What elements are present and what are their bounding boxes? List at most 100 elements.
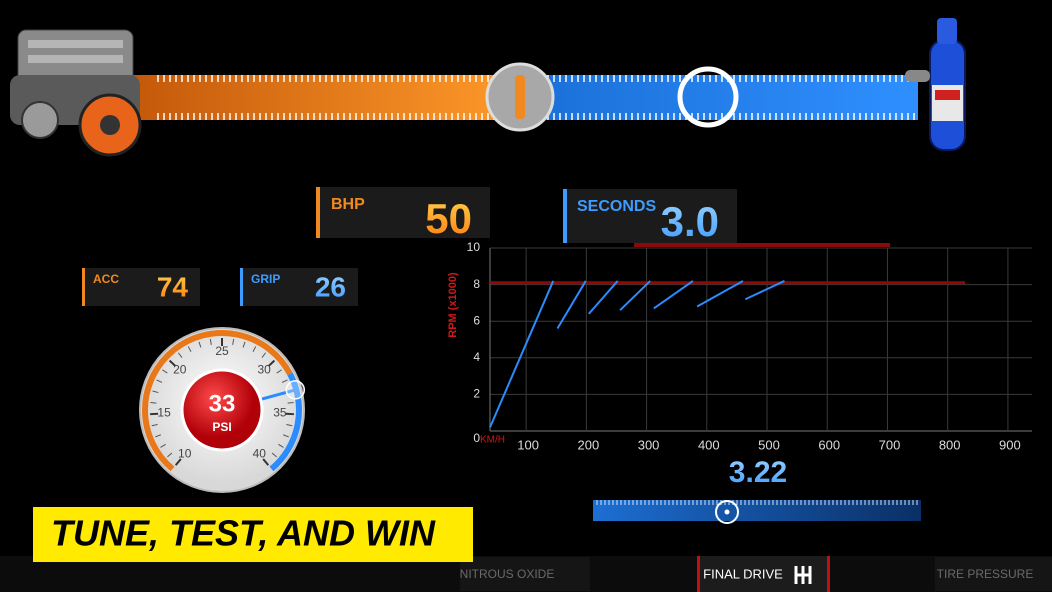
- rpm-chart: 0 2 4 6 8 10 100 200 300 400 500 600 700 800 900 KM/H RP…: [447, 240, 1032, 452]
- y-tick-label: 8: [473, 277, 480, 291]
- gauge-minor-tick: [187, 346, 192, 352]
- gauge-minor-tick: [281, 379, 288, 383]
- banner: [33, 507, 473, 562]
- gauge-value: 33: [209, 390, 236, 417]
- gauge-arc: [269, 372, 302, 472]
- gear-line: [556, 280, 587, 330]
- gauge-tick: [262, 458, 270, 466]
- grip-box: GRIP 26: [240, 268, 358, 306]
- x-tick-label: 200: [578, 437, 600, 452]
- gear-line: [588, 280, 619, 315]
- gauge-tick-label: 10: [178, 447, 192, 461]
- final-drive-slider[interactable]: [593, 500, 921, 521]
- gauge-minor-tick: [155, 434, 161, 438]
- final-drive-value: 3.22: [729, 456, 787, 489]
- x-axis-unit: KM/H: [480, 435, 505, 446]
- gauge-minor-tick: [160, 443, 166, 448]
- gauge-minor-tick: [232, 338, 235, 345]
- gauge-minor-tick: [287, 401, 294, 404]
- gauge-minor-tick: [276, 369, 282, 374]
- gear-line: [619, 280, 651, 311]
- gauge-minor-tick: [209, 338, 212, 345]
- x-tick-label: 100: [517, 437, 539, 452]
- gauge-minor-tick: [278, 443, 284, 448]
- final-drive-knob[interactable]: [715, 500, 739, 524]
- gauge-center: [180, 368, 264, 452]
- y-axis-label: RPM (x1000): [447, 272, 459, 338]
- tab[interactable]: NITROUS OXIDE: [460, 557, 590, 591]
- gear-line: [696, 280, 744, 308]
- tab-label: FINAL DRIVE: [703, 566, 783, 581]
- gauge-minor-tick: [150, 401, 157, 404]
- tab-bg: [935, 557, 1052, 591]
- gauge-minor-tick: [151, 423, 158, 427]
- x-tick-label: 900: [999, 437, 1021, 452]
- gauge-minor-tick: [177, 352, 183, 358]
- gear-line: [489, 280, 555, 428]
- tab-label: NITROUS OXIDE: [460, 567, 555, 581]
- acc-accent: [82, 268, 85, 306]
- gauge-minor-tick: [167, 452, 173, 458]
- gauge-tick-label: 40: [253, 447, 267, 461]
- gauge-minor-tick: [156, 379, 163, 383]
- bhp-label: BHP: [331, 196, 365, 213]
- seconds-panel: [563, 189, 737, 243]
- bhp-value: 50: [425, 195, 472, 242]
- seconds-value: 3.0: [661, 198, 719, 245]
- seconds-accent: [563, 189, 567, 243]
- acc-label: ACC: [93, 272, 119, 286]
- gearshift-icon: [794, 566, 812, 584]
- gauge-tick-label: 30: [258, 362, 272, 376]
- gauge-tick: [267, 359, 276, 367]
- y-tick-label: 0: [473, 431, 480, 445]
- engine-icon: [10, 29, 142, 157]
- grip-panel: [240, 268, 358, 306]
- x-tick-label: 300: [638, 437, 660, 452]
- gauge-minor-tick: [162, 369, 168, 374]
- x-tick-label: 800: [939, 437, 961, 452]
- gauge-unit: PSI: [212, 420, 231, 434]
- gauge-tick-label: 15: [157, 406, 171, 420]
- gauge-tick: [168, 359, 177, 367]
- gauge-minor-tick: [286, 423, 293, 427]
- gauge-minor-tick: [261, 352, 267, 358]
- final-drive-knob-dot: [724, 509, 730, 515]
- gauge-needle-knob: [285, 380, 306, 400]
- tab-label: TIRE PRESSURE: [937, 567, 1034, 581]
- acc-value: 74: [157, 271, 189, 302]
- y-tick-label: 6: [473, 313, 480, 327]
- gauge-minor-tick: [252, 346, 257, 352]
- nitro-bar: [520, 75, 918, 120]
- slider-knob[interactable]: [485, 62, 555, 132]
- acc-box: ACC 74: [82, 268, 200, 306]
- grip-value: 26: [315, 271, 346, 302]
- x-tick-label: 400: [698, 437, 720, 452]
- x-tick-label: 500: [758, 437, 780, 452]
- grip-accent: [240, 268, 243, 306]
- banner-text: TUNE, TEST, AND WIN: [51, 513, 436, 554]
- gauge-tick: [174, 458, 182, 466]
- gauge-minor-tick: [152, 390, 159, 394]
- y-tick-label: 2: [473, 387, 480, 401]
- tab[interactable]: TIRE PRESSURE: [935, 557, 1052, 591]
- nitrous-icon: [905, 18, 966, 151]
- gauge-tick-label: 20: [173, 362, 187, 376]
- boost-gauge: 10 15 20 25 30 35 40 33 PSI: [139, 327, 306, 493]
- gauge-tick-label: 25: [215, 344, 229, 358]
- tab-bg: [460, 557, 590, 591]
- grip-label: GRIP: [251, 272, 280, 286]
- y-tick-label: 4: [473, 350, 480, 364]
- gauge-tick-label: 35: [273, 406, 287, 420]
- gear-line: [744, 280, 785, 301]
- chart-top-accent: [634, 243, 890, 247]
- x-tick-label: 700: [879, 437, 901, 452]
- bhp-accent: [316, 187, 320, 238]
- x-tick-label: 600: [818, 437, 840, 452]
- bhp-panel: [316, 187, 490, 238]
- gauge-minor-tick: [198, 341, 202, 348]
- final-drive-ticks: [596, 500, 918, 505]
- engine-bar: [130, 75, 522, 120]
- tab-selected[interactable]: FINAL DRIVE: [697, 556, 830, 592]
